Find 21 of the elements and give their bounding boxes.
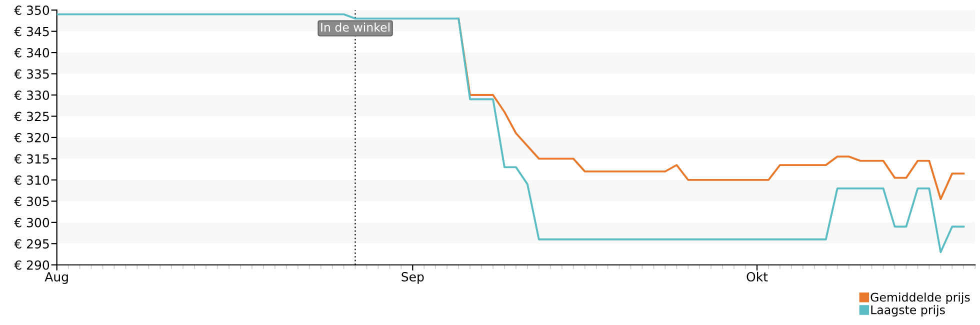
y-tick-label: € 330 xyxy=(14,90,50,100)
ref-line-label: In de winkel xyxy=(321,22,390,32)
x-tick-label: Aug xyxy=(44,272,68,284)
y-tick-label: € 345 xyxy=(14,26,49,36)
y-tick-label: € 290 xyxy=(14,260,50,270)
y-tick-label: € 340 xyxy=(14,48,50,58)
legend-label: Laagste prijs xyxy=(871,305,945,317)
y-tick-label: € 295 xyxy=(14,239,49,249)
y-tick-label: € 300 xyxy=(14,218,50,228)
y-tick-label: € 350 xyxy=(14,6,50,15)
y-tick-label: € 315 xyxy=(14,154,49,164)
line-series xyxy=(458,18,965,200)
legend-label: Gemiddelde prijs xyxy=(870,292,970,304)
x-tick-label: Okt xyxy=(746,272,768,282)
y-tick-label: € 320 xyxy=(14,132,50,142)
line-series xyxy=(56,13,965,254)
y-tick-label: € 310 xyxy=(14,175,50,185)
y-tick-label: € 325 xyxy=(14,112,49,122)
y-tick-label: € 335 xyxy=(14,69,49,79)
y-tick-label: € 305 xyxy=(14,196,49,206)
x-tick-label: Sep xyxy=(402,272,424,284)
